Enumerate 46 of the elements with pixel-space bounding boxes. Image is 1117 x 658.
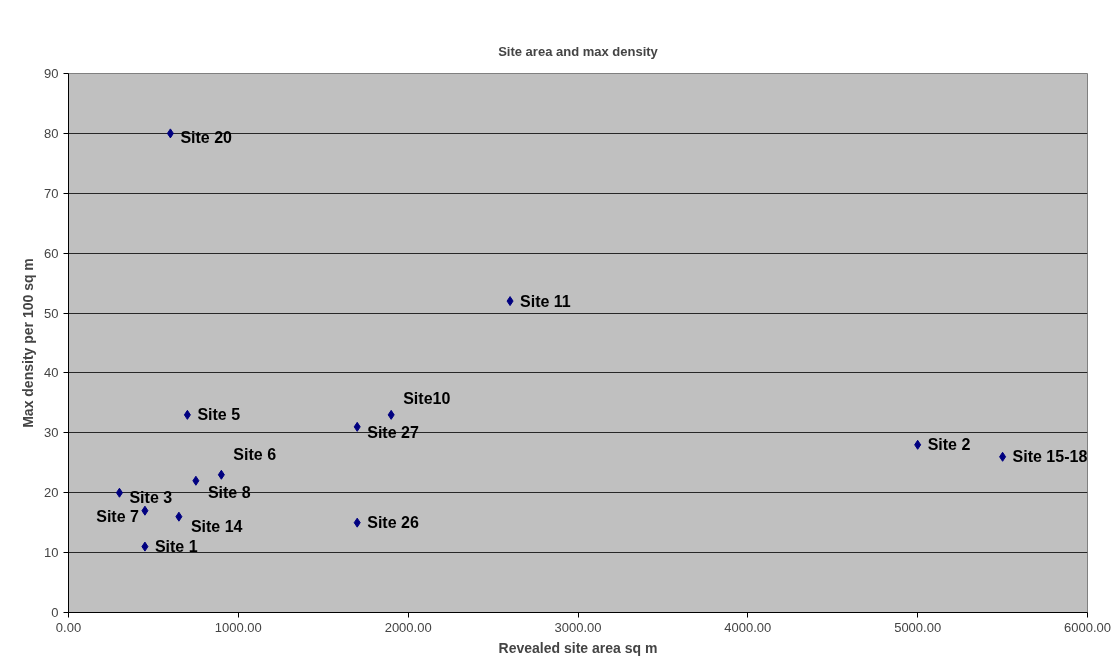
y-tick-label: 10	[44, 545, 59, 561]
y-tick-label: 20	[44, 485, 59, 501]
x-tick-label: 3000.00	[554, 619, 602, 635]
x-tick-label: 4000.00	[724, 619, 772, 635]
y-tick-label: 0	[51, 605, 59, 620]
annotation: Site 6	[233, 446, 277, 464]
annotation: Site 2	[927, 436, 971, 454]
point	[387, 409, 395, 420]
annotation: Site 20	[180, 128, 233, 146]
annotation: Site 26	[367, 514, 419, 532]
point	[353, 517, 361, 528]
y-tick-label: 90	[44, 66, 59, 81]
annotation: Site 5	[197, 406, 241, 424]
point	[166, 128, 174, 139]
annotation: Site 14	[190, 518, 243, 536]
y-tick-label: 80	[44, 125, 59, 141]
point	[175, 511, 183, 522]
point	[506, 296, 514, 307]
y-tick-label: 70	[44, 185, 59, 201]
annotation: Site 7	[96, 508, 140, 526]
y-tick-label: 50	[44, 305, 59, 321]
point	[183, 409, 191, 420]
annotation: Site 11	[520, 292, 571, 310]
point	[115, 487, 123, 498]
x-tick-label: 2000.00	[384, 619, 432, 635]
annotation: Site 3	[129, 489, 173, 507]
point	[353, 421, 361, 432]
annotation: Site 1	[154, 538, 198, 556]
x-tick-label: 1000.00	[214, 619, 262, 635]
y-axis-title: Max density per 100 sq m	[20, 258, 37, 428]
point	[192, 475, 200, 486]
x-tick-label: 0.00	[55, 619, 82, 635]
y-tick-label: 40	[44, 365, 59, 381]
annotation: Site10	[403, 390, 451, 408]
point	[999, 451, 1007, 462]
y-tick-label: 60	[44, 245, 59, 261]
point	[141, 541, 149, 552]
point	[141, 505, 149, 516]
x-axis-title: Revealed site area sq m	[498, 639, 658, 656]
x-tick-label: 5000.00	[894, 619, 942, 635]
y-tick-label: 30	[44, 425, 59, 441]
annotation: Site 15-18	[1012, 448, 1088, 466]
point	[217, 469, 225, 480]
chart-title: Site area and max density	[498, 43, 659, 59]
point	[914, 439, 922, 450]
x-tick-label: 6000.00	[1064, 619, 1111, 635]
